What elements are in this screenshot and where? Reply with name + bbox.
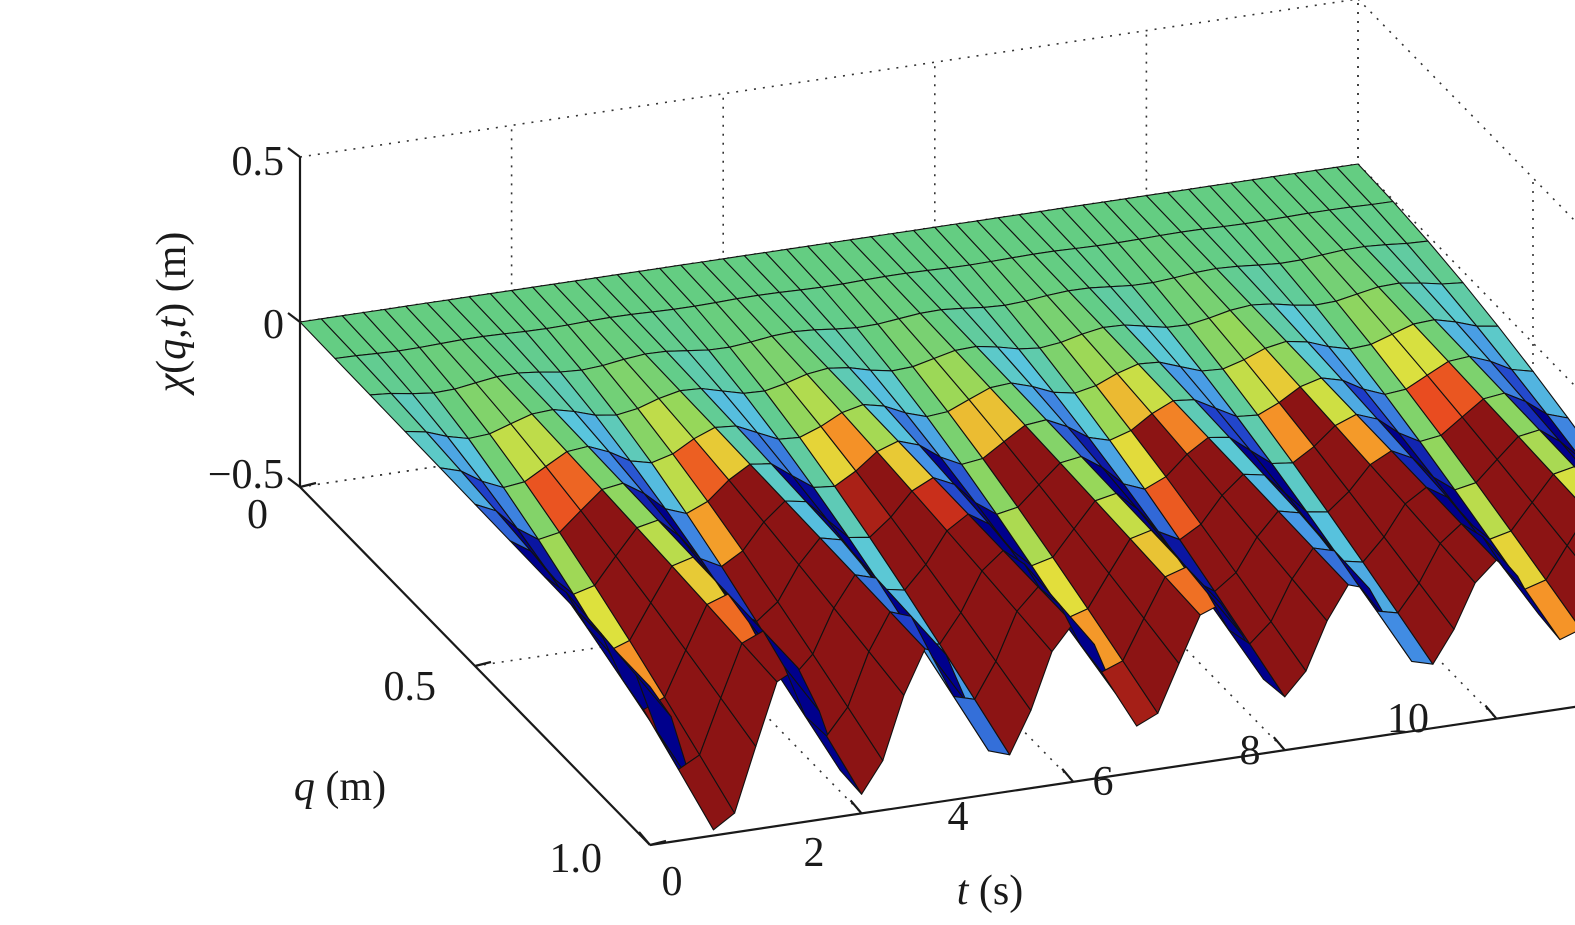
q-tick-0 xyxy=(299,481,317,489)
q-tick-2 xyxy=(649,839,667,847)
surface-facet xyxy=(1552,466,1575,499)
t-tick-label-8: 8 xyxy=(1240,728,1261,774)
t-tick-label-4: 4 xyxy=(948,794,969,840)
q-tick-label-1: 1.0 xyxy=(550,836,603,882)
q-tick-label-0: 0 xyxy=(247,492,268,538)
t-tick-label-6: 6 xyxy=(1093,759,1114,805)
t-tick-0 xyxy=(638,831,651,846)
z-tick-0 xyxy=(287,147,301,158)
q-tick-1 xyxy=(474,660,492,668)
axes xyxy=(287,147,1575,847)
z-tick-label-mid: 0 xyxy=(263,302,284,348)
q-tick-label-05: 0.5 xyxy=(384,664,437,710)
surface-facet xyxy=(1546,413,1575,452)
t-tick-label-0: 0 xyxy=(662,859,683,905)
q-axis-label: q (m) xyxy=(294,764,386,810)
surface-mesh xyxy=(299,163,1575,831)
t-axis-line xyxy=(649,705,1575,847)
t-axis-label: t (s) xyxy=(957,868,1024,914)
surface-facet xyxy=(1545,545,1575,622)
grid-back-z-0 xyxy=(299,0,1357,158)
t-tick-2 xyxy=(1061,768,1075,783)
z-tick-label-top: 0.5 xyxy=(232,139,285,185)
surface-facet xyxy=(1524,579,1575,641)
t-tick-label-10: 10 xyxy=(1387,696,1429,742)
z-tick-label-bottom: −0.5 xyxy=(208,452,284,498)
z-tick-1 xyxy=(287,312,301,323)
t-tick-label-2: 2 xyxy=(804,830,825,876)
surface-facet xyxy=(1531,473,1575,547)
surface-facet xyxy=(1566,532,1575,557)
surface-facet xyxy=(1538,429,1575,468)
t-tick-4 xyxy=(1484,704,1498,720)
surface-facet xyxy=(1525,400,1575,455)
z-axis-label: χχ((q,t) (m) xyxy=(149,232,195,397)
t-tick-3 xyxy=(1272,736,1286,751)
z-tick-2 xyxy=(287,477,301,488)
t-tick-1 xyxy=(849,799,863,815)
